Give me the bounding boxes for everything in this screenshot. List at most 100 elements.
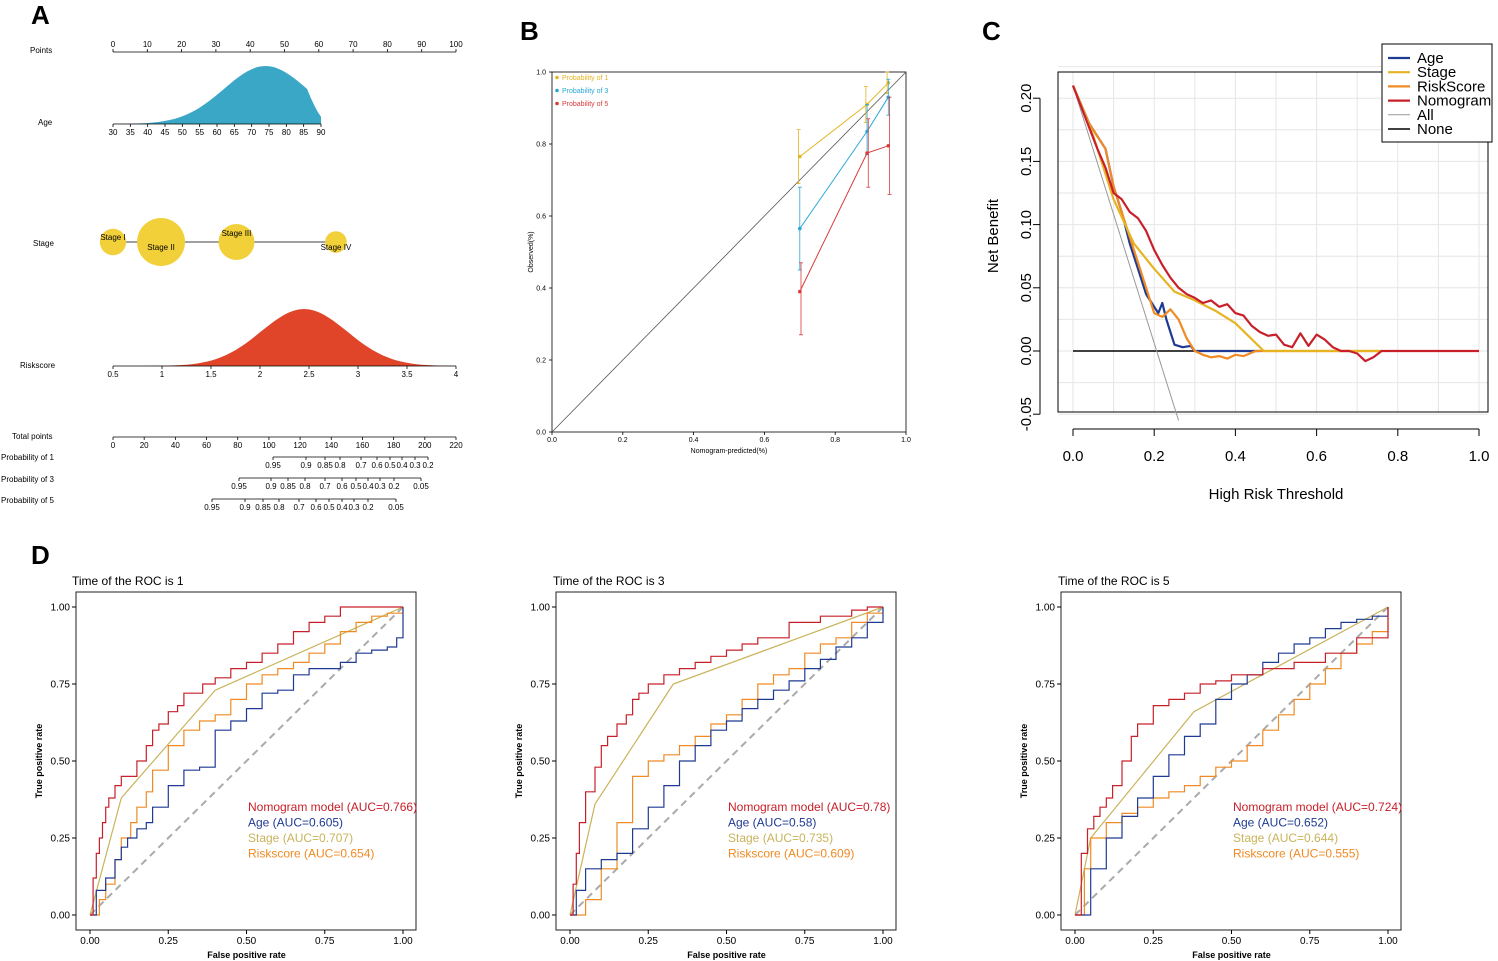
roc-line-age	[570, 607, 884, 916]
total-points-tick-label: 220	[449, 441, 463, 450]
dca-line-nomogram	[1071, 85, 1479, 363]
calibration-point	[798, 289, 802, 294]
roc-y-tick-label: 0.75	[531, 680, 551, 691]
prob1-axis-ticks: 0.95 0.9 0.85 0.8 0.7 0.6 0.5 0.4 0.3 0.2	[265, 457, 434, 470]
nomogram-row-label-riskscore: Riskscore	[20, 361, 56, 370]
roc-ylabel: True positive rate	[34, 724, 44, 799]
points-tick-label: 60	[314, 40, 323, 49]
calibration-y-tick-label: 0.0	[536, 430, 546, 437]
stage-bubble	[99, 228, 127, 256]
prob1-tick-label: 0.8	[334, 461, 346, 470]
prob1-tick-label: 0.4	[396, 461, 408, 470]
roc-legend-label: Riskscore (AUC=0.555)	[1233, 847, 1359, 861]
riskscore-tick-label: 3	[356, 370, 361, 379]
prob3-tick-label: 0.7	[319, 482, 331, 491]
points-tick-label: 70	[349, 40, 358, 49]
roc-diagonal	[569, 606, 884, 916]
prob3-tick-label: 0.5	[350, 482, 362, 491]
prob5-tick-label: 0.7	[293, 503, 305, 512]
dca-legend-box	[1381, 43, 1493, 143]
nomogram-row-label-points: Points	[30, 46, 52, 55]
roc-line-stage	[1074, 606, 1389, 916]
roc-plot: Time of the ROC is 5 0.00 0.25 0.50 0.75 1.00…	[1019, 574, 1402, 960]
stage-bubbles: Stage I Stage II Stage III Stage IV	[99, 218, 352, 266]
dca-x-tick-label: 1.0	[1469, 448, 1490, 465]
riskscore-tick-label: 2	[258, 370, 263, 379]
total-points-tick-label: 200	[418, 441, 432, 450]
prob5-tick-label: 0.95	[204, 503, 220, 512]
roc-legend-label: Stage (AUC=0.644)	[1233, 831, 1338, 845]
roc-x-tick-label: 1.00	[393, 936, 413, 947]
prob1-tick-label: 0.2	[422, 461, 434, 470]
panel-label-c: C	[982, 16, 1001, 46]
nomogram-row-label-stage: Stage	[33, 239, 54, 248]
dca-xlabel: High Risk Threshold	[1209, 486, 1344, 503]
roc-y-tick-label: 0.00	[51, 911, 71, 922]
calibration-y-tick-label: 1.0	[536, 70, 546, 77]
roc-x-tick-label: 0.75	[1300, 936, 1320, 947]
prob1-tick-label: 0.95	[265, 461, 281, 470]
calibration-legend-label: Probability of 5	[562, 101, 608, 108]
calibration-x-tick-label: 0.4	[689, 437, 699, 444]
dca-line-riskscore	[1071, 85, 1382, 360]
calibration-y-tick-label: 0.8	[536, 142, 546, 149]
roc-line-age	[90, 607, 404, 916]
points-tick-label: 30	[211, 40, 220, 49]
calibration-y-tick-label: 0.6	[536, 214, 546, 221]
roc-y-tick-label: 0.50	[51, 757, 71, 768]
roc-y-tick-label: 0.00	[1036, 911, 1056, 922]
prob3-axis-ticks: 0.95 0.9 0.85 0.8 0.7 0.6 0.5 0.4 0.3 0.2 0.05	[231, 478, 429, 491]
prob5-tick-label: 0.3	[348, 503, 360, 512]
dca-x-tick-label: 0.0	[1063, 448, 1084, 465]
roc-line-stage	[89, 606, 404, 916]
riskscore-axis-ticks: 0.5 1 1.5 2 2.5 3 3.5 4	[107, 366, 459, 379]
calibration-y-tick-label: 0.4	[536, 286, 546, 293]
age-axis-ticks: 30 35 40 45 50 55 60 65 70 75 80 85 90	[109, 124, 326, 137]
roc-x-tick-label: 0.25	[1144, 936, 1164, 947]
roc-legend-label: Age (AUC=0.605)	[248, 816, 343, 830]
dca-line-all	[1072, 85, 1180, 421]
calibration-point	[798, 226, 802, 231]
dca-x-tick-label: 0.8	[1387, 448, 1408, 465]
roc-x-tick-label: 0.50	[717, 936, 737, 947]
roc-line-stage	[569, 606, 884, 916]
prob3-tick-label: 0.3	[374, 482, 386, 491]
dca-legend-label: RiskScore	[1417, 78, 1485, 95]
points-axis-ticks: 0 10 20 30 40 50 60 70 80 90 100	[111, 40, 463, 52]
roc-y-tick-label: 0.00	[531, 911, 551, 922]
stage-bubble-label: Stage I	[100, 233, 125, 242]
roc-y-tick-label: 1.00	[1036, 603, 1056, 614]
roc-x-tick-label: 0.25	[159, 936, 179, 947]
prob3-tick-label: 0.8	[299, 482, 311, 491]
calibration-legend-marker	[555, 88, 559, 93]
prob1-tick-label: 0.6	[371, 461, 383, 470]
total-points-tick-label: 120	[293, 441, 307, 450]
roc-xlabel: False positive rate	[687, 950, 766, 960]
roc-line-nomogram-model	[570, 606, 883, 916]
nomogram-row-label-prob3: Probability of 3	[1, 475, 54, 484]
calibration-axis-ticks: 0.0 0.2 0.4 0.6 0.8 1.0 0.0 0.2 0.4 0.6 0.8 1.0	[536, 70, 911, 445]
age-tick-label: 30	[109, 128, 118, 137]
roc-x-tick-label: 0.00	[80, 936, 100, 947]
calibration-x-tick-label: 0.2	[618, 437, 628, 444]
dca-legend-label: All	[1417, 107, 1434, 124]
total-points-tick-label: 140	[325, 441, 339, 450]
total-points-tick-label: 160	[356, 441, 370, 450]
roc-plot: Time of the ROC is 3 0.00 0.25 0.50 0.75 1.00…	[514, 574, 897, 960]
roc-plot: Time of the ROC is 1 0.00 0.25 0.50 0.75 1.00…	[34, 574, 417, 960]
prob5-tick-label: 0.5	[323, 503, 335, 512]
dca-series	[1071, 85, 1479, 421]
prob5-tick-label: 0.05	[388, 503, 404, 512]
points-tick-label: 50	[280, 40, 289, 49]
roc-legend-label: Stage (AUC=0.735)	[728, 831, 833, 845]
points-tick-label: 100	[449, 40, 463, 49]
riskscore-tick-label: 2.5	[303, 370, 315, 379]
roc-diagonal	[89, 606, 404, 916]
dca-y-tick-label: -0.05	[1018, 397, 1035, 431]
prob3-tick-label: 0.85	[280, 482, 296, 491]
dca-x-tick-label: 0.4	[1225, 448, 1246, 465]
roc-legend-label: Riskscore (AUC=0.609)	[728, 847, 854, 861]
roc-y-tick-label: 0.25	[531, 834, 551, 845]
age-density	[113, 66, 321, 124]
stage-bubble-label: Stage II	[147, 243, 175, 252]
